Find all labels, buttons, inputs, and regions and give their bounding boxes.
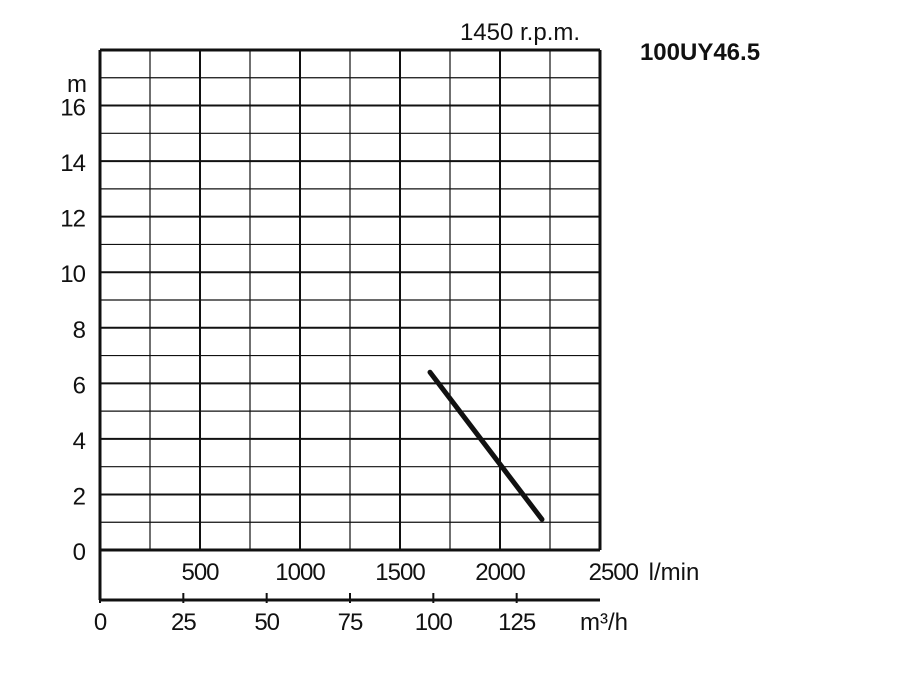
- flow-m3h-tick-label: 100: [415, 609, 453, 636]
- flow-m3h-tick-label: 125: [498, 609, 536, 636]
- flow-m3h-tick-label: 75: [338, 609, 363, 636]
- y-tick-label: 10: [60, 261, 85, 288]
- y-tick-label: 14: [60, 150, 85, 177]
- flow-m3h-tick-label: 50: [254, 609, 279, 636]
- y-tick-label: 12: [60, 206, 85, 233]
- y-tick-label: 16: [60, 95, 85, 122]
- flow-m3h-tick-label: 25: [171, 609, 196, 636]
- model-label: 100UY46.5: [640, 39, 760, 66]
- y-tick-label: 6: [73, 372, 86, 399]
- flow-m3h-tick-label: 0: [94, 609, 107, 636]
- y-tick-label: 4: [73, 428, 86, 455]
- flow-lmin-tick-label: 500: [181, 559, 219, 586]
- flow-lmin-tick-label: 1500: [375, 559, 425, 586]
- flow-lmin-tick-label: 1000: [275, 559, 325, 586]
- speed-label: 1450 r.p.m.: [460, 19, 580, 46]
- flow-lmin-unit: l/min: [649, 559, 700, 586]
- y-tick-label: 0: [73, 539, 86, 566]
- performance-curves: [427, 369, 545, 522]
- y-tick-label: 2: [73, 483, 86, 510]
- y-tick-label: 8: [73, 317, 86, 344]
- axis-labels: 0 2 4 6 8 10 12 14 16 500 1000 1500 2000 2500 0 25 50 75 1…: [60, 95, 639, 636]
- chart-frame: [98, 48, 602, 603]
- flow-lmin-tick-label: 2500: [589, 559, 639, 586]
- y-axis-unit: m: [67, 71, 87, 98]
- flow-m3h-unit: m³/h: [580, 609, 628, 636]
- flow-lmin-tick-label: 2000: [475, 559, 525, 586]
- head-flow-curve: [427, 369, 545, 522]
- grid: [100, 50, 600, 550]
